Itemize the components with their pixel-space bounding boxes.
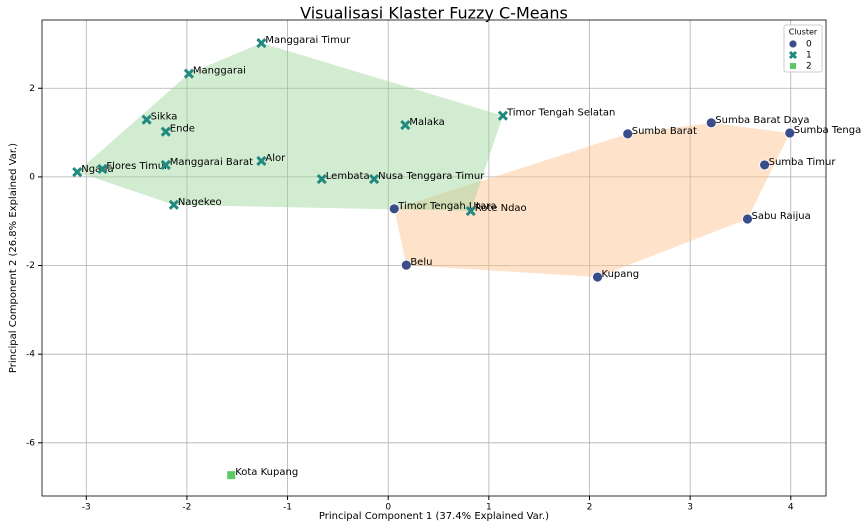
point bbox=[592, 271, 603, 283]
point bbox=[622, 128, 634, 140]
x-tick-label: 0 bbox=[385, 503, 391, 513]
x-tick-label: -2 bbox=[182, 503, 191, 513]
x-axis-label: Principal Component 1 (37.4% Explained V… bbox=[319, 511, 549, 522]
x-tick-label: -1 bbox=[283, 503, 292, 513]
point bbox=[400, 259, 412, 271]
legend-label: 2 bbox=[806, 62, 812, 72]
point-label: Nagekeo bbox=[178, 197, 222, 208]
point bbox=[160, 126, 171, 137]
point bbox=[183, 68, 194, 79]
point-label: Ngada bbox=[81, 164, 113, 175]
cluster-hull bbox=[394, 122, 790, 278]
point bbox=[316, 174, 327, 185]
point-label: Kupang bbox=[602, 269, 640, 280]
point bbox=[497, 110, 509, 121]
point bbox=[97, 163, 108, 174]
legend-label: 0 bbox=[806, 40, 812, 50]
point-label: Sumba Barat bbox=[632, 126, 697, 137]
point-label: Timor Tengah Utara bbox=[397, 201, 496, 212]
point bbox=[369, 174, 380, 185]
point bbox=[784, 127, 796, 139]
point bbox=[705, 117, 717, 129]
point bbox=[256, 37, 267, 49]
point-label: Sabu Raijua bbox=[751, 211, 810, 222]
point bbox=[160, 159, 171, 170]
legend-label: 1 bbox=[806, 51, 812, 61]
chart-title: Visualisasi Klaster Fuzzy C-Means bbox=[300, 4, 568, 23]
point-label: Nusa Tenggara Timur bbox=[378, 171, 485, 182]
point-label: Sumba Barat Daya bbox=[715, 115, 809, 126]
y-tick-label: 2 bbox=[29, 84, 35, 94]
point bbox=[400, 119, 411, 131]
point-label: Manggarai bbox=[193, 66, 246, 77]
point-label: Sumba Timur bbox=[769, 157, 837, 168]
point bbox=[759, 159, 771, 171]
point-label: Manggarai Timur bbox=[265, 35, 351, 46]
legend-marker bbox=[788, 39, 798, 49]
point-label: Timor Tengah Selatan bbox=[506, 108, 615, 119]
legend-title: Cluster bbox=[789, 28, 818, 37]
x-tick-label: 3 bbox=[687, 503, 693, 513]
y-tick-label: 0 bbox=[29, 172, 35, 182]
cluster-hull bbox=[77, 43, 503, 212]
legend-marker bbox=[788, 50, 798, 60]
point-label: Rote Ndao bbox=[475, 203, 527, 214]
y-axis-label: Principal Component 2 (26.8% Explained V… bbox=[8, 143, 19, 373]
point-label: Kota Kupang bbox=[235, 467, 298, 478]
point-label: Ende bbox=[170, 124, 195, 135]
point bbox=[388, 203, 400, 215]
x-tick-label: -3 bbox=[82, 503, 91, 513]
point bbox=[742, 213, 753, 225]
point bbox=[227, 471, 236, 480]
point bbox=[168, 199, 179, 210]
plot-frame bbox=[41, 19, 827, 497]
point-label: Lembata bbox=[326, 171, 370, 182]
point-label: Sumba Tengah bbox=[794, 125, 861, 136]
legend: Cluster 012 bbox=[783, 24, 823, 73]
point bbox=[256, 155, 267, 166]
point bbox=[72, 166, 83, 178]
legend-marker bbox=[790, 63, 796, 69]
point-label: Flores Timur bbox=[106, 161, 169, 172]
x-tick-label: 4 bbox=[788, 503, 794, 513]
y-tick-label: -6 bbox=[26, 438, 35, 448]
point-label: Manggarai Barat bbox=[170, 157, 253, 168]
x-tick-label: 1 bbox=[486, 503, 492, 513]
point-label: Alor bbox=[265, 153, 286, 164]
y-tick-label: -2 bbox=[26, 261, 35, 271]
point-label: Malaka bbox=[409, 117, 444, 128]
point-label: Sikka bbox=[151, 112, 178, 123]
point bbox=[465, 205, 476, 217]
point-label: Belu bbox=[410, 257, 432, 268]
y-tick-label: -4 bbox=[26, 350, 35, 360]
point bbox=[141, 114, 152, 125]
x-tick-label: 2 bbox=[587, 503, 593, 513]
legend-box bbox=[783, 24, 823, 73]
